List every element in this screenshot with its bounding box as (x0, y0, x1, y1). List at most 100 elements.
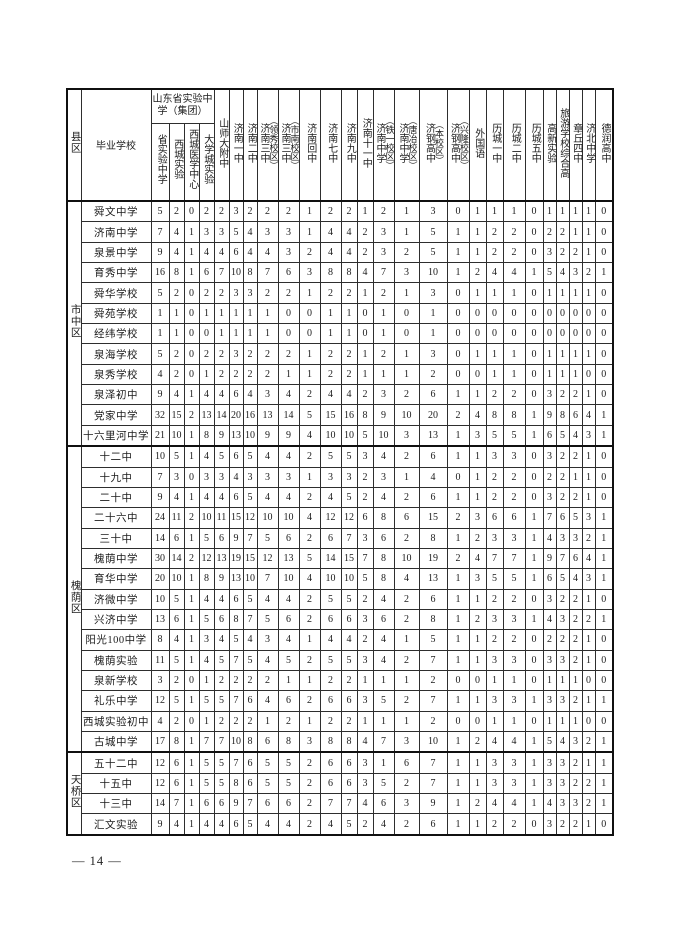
value-cell: 9 (150, 241, 170, 264)
column-header: 历城二中 (502, 88, 526, 202)
value-cell: 5 (340, 588, 358, 610)
value-cell: 7 (418, 751, 448, 774)
value-cell: 3 (356, 445, 374, 468)
value-cell: 3 (568, 262, 583, 284)
value-cell: 0 (183, 466, 200, 488)
value-cell: 2 (418, 363, 448, 386)
value-cell: 3 (356, 751, 374, 774)
value-cell: 0 (524, 200, 544, 223)
value-cell: 5 (502, 424, 526, 447)
value-cell: 1 (446, 384, 470, 406)
value-cell: 2 (340, 200, 358, 223)
value-cell: 4 (277, 588, 300, 610)
value-cell: 14 (319, 547, 342, 570)
value-cell: 7 (319, 793, 342, 815)
table-row: 市中区 舜文中学 5 2 0 2 2 3 2 2 2 1 2 2 1 2 1 3 0 1 1 1 0 1 1 1 1 0 (66, 199, 614, 447)
column-header-text: 历城一中 (489, 122, 501, 163)
district-label: 市中区 (69, 303, 81, 339)
value-cell: 6 (418, 813, 448, 836)
value-cell: 3 (485, 690, 504, 712)
value-cell: 6 (168, 772, 185, 795)
value-cell: 3 (555, 690, 570, 712)
value-cell: 2 (168, 710, 185, 732)
column-header-text: 西城实验 (171, 139, 183, 180)
value-cell: 1 (581, 588, 596, 610)
value-cell: 2 (372, 200, 395, 223)
value-cell: 0 (555, 302, 570, 325)
value-cell: 4 (568, 424, 583, 447)
value-cell: 5 (418, 241, 448, 264)
value-cell: 0 (524, 710, 544, 732)
value-cell: 0 (446, 466, 470, 488)
value-cell: 1 (502, 343, 526, 365)
value-cell: 3 (568, 793, 583, 815)
value-cell: 0 (183, 363, 200, 386)
value-cell: 1 (213, 302, 230, 325)
value-cell: 2 (393, 772, 420, 795)
value-cell: 1 (502, 200, 526, 223)
value-cell: 0 (524, 588, 544, 610)
value-cell: 3 (256, 466, 279, 488)
page-number: — 14 — (72, 854, 122, 868)
value-cell: 5 (356, 568, 374, 590)
value-cell: 10 (277, 507, 300, 529)
value-cell: 15 (242, 547, 258, 570)
value-cell: 7 (418, 690, 448, 712)
value-cell: 14 (277, 404, 300, 426)
school-name-cell: 育秀中学 (80, 262, 152, 284)
value-cell: 3 (485, 649, 504, 671)
value-cell: 1 (183, 690, 200, 712)
value-cell: 5 (502, 568, 526, 590)
value-cell: 4 (168, 486, 185, 509)
value-cell: 5 (372, 772, 395, 795)
table-row: 经纬学校 1 1 0 0 1 1 1 1 0 0 1 1 0 1 0 1 0 0 0 0 0 0 0 0 0 0 (67, 323, 614, 345)
value-cell: 6 (555, 507, 570, 529)
value-cell: 1 (594, 507, 614, 529)
column-header: 济南中学 （唐冶校区） (393, 88, 420, 202)
value-cell: 3 (213, 221, 230, 243)
value-cell: 2 (277, 200, 300, 223)
value-cell: 1 (446, 793, 470, 815)
value-cell: 3 (298, 262, 321, 284)
value-cell: 7 (340, 527, 358, 549)
value-cell: 2 (502, 241, 526, 264)
value-cell: 4 (319, 221, 342, 243)
value-cell: 6 (393, 751, 420, 774)
value-cell: 1 (568, 669, 583, 692)
value-cell: 2 (502, 588, 526, 610)
value-cell: 1 (581, 343, 596, 365)
value-cell: 0 (594, 282, 614, 304)
value-cell: 2 (298, 649, 321, 671)
value-cell: 2 (356, 629, 374, 651)
value-cell: 4 (356, 730, 374, 753)
value-cell: 5 (242, 486, 258, 509)
value-cell: 2 (319, 710, 342, 732)
column-header-text: 济南九中 (344, 122, 356, 163)
school-column-header: 毕业学校 (80, 88, 152, 202)
value-cell: 4 (393, 568, 420, 590)
value-cell: 1 (502, 669, 526, 692)
value-cell: 2 (213, 363, 230, 386)
value-cell: 2 (183, 547, 200, 570)
value-cell: 4 (242, 629, 258, 651)
value-cell: 2 (298, 527, 321, 549)
column-header-text: 济南中学 （铁一校区） (374, 115, 395, 170)
value-cell: 2 (568, 384, 583, 406)
value-cell: 7 (150, 466, 170, 488)
value-cell: 9 (150, 384, 170, 406)
value-cell: 0 (524, 302, 544, 325)
value-cell: 6 (542, 424, 557, 447)
column-header-text: 济南七中 (325, 122, 337, 163)
value-cell: 1 (446, 608, 470, 631)
value-cell: 7 (213, 730, 230, 753)
value-cell: 0 (393, 323, 420, 345)
value-cell: 5 (485, 568, 504, 590)
table-row: 泉泽初中 9 4 1 4 4 6 4 3 4 2 4 4 2 3 2 6 1 1 2 2 0 3 2 2 1 0 (67, 384, 614, 406)
value-cell: 1 (319, 302, 342, 325)
school-name-cell: 西城实验初中 (80, 710, 152, 732)
value-cell: 1 (183, 527, 200, 549)
value-cell: 2 (581, 793, 596, 815)
school-name-cell: 阳光100中学 (80, 629, 152, 651)
value-cell: 12 (242, 507, 258, 529)
value-cell: 4 (372, 629, 395, 651)
